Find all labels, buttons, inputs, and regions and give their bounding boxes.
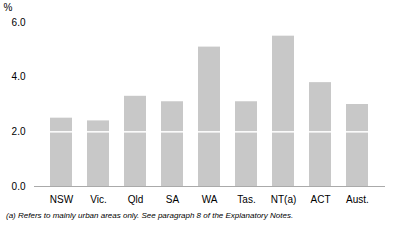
svg-text:4.0: 4.0 xyxy=(12,71,26,82)
svg-text:Qld: Qld xyxy=(128,194,144,205)
html-text:(a) Refers to mainly urban are: (a) Refers to mainly urban areas only. S… xyxy=(6,211,294,220)
svg-text:Aust.: Aust. xyxy=(346,194,369,205)
svg-text:%: % xyxy=(4,2,13,13)
svg-text:Vic.: Vic. xyxy=(90,194,107,205)
svg-text:SA: SA xyxy=(166,194,180,205)
svg-text:0.0: 0.0 xyxy=(12,181,26,192)
svg-text:Tas.: Tas. xyxy=(237,194,255,205)
svg-text:6.0: 6.0 xyxy=(12,17,26,28)
svg-text:2.0: 2.0 xyxy=(12,126,26,137)
svg-text:NT(a): NT(a) xyxy=(271,194,297,205)
svg-text:WA: WA xyxy=(202,194,218,205)
svg-text:ACT: ACT xyxy=(311,194,331,205)
svg-text:NSW: NSW xyxy=(50,194,74,205)
